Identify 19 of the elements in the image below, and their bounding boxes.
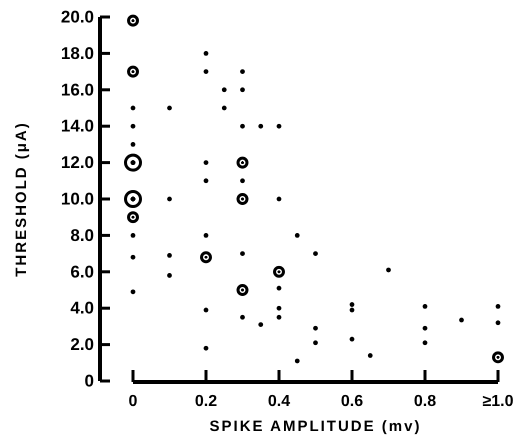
x-axis-title: SPIKE AMPLITUDE (mv) [210,418,422,435]
x-tick-label: 0.2 [194,393,218,410]
y-tick-label: 2.0 [70,335,94,354]
y-tick-label: 20.0 [60,8,94,26]
x-tick-label: 0.6 [340,393,364,410]
y-tick-label: 16.0 [60,80,94,100]
y-tick-label: 14.0 [60,116,94,136]
x-tick-label: 0 [128,393,138,410]
y-tick-label: 10.0 [60,190,94,208]
x-tick-label: 0.8 [414,393,436,410]
y-tick-label: 18.0 [60,44,94,63]
x-tick-label: ≥1.0 [482,393,514,410]
y-tick-label: 6.0 [70,262,94,282]
y-tick-label: 4.0 [70,298,94,318]
x-tick-label: 0.4 [268,393,290,410]
y-tick-label: 0 [84,372,94,390]
y-axis-title: THRESHOLD (μA) [13,121,30,277]
y-tick-label: 8.0 [70,226,94,245]
y-tick-label: 12.0 [60,153,94,172]
